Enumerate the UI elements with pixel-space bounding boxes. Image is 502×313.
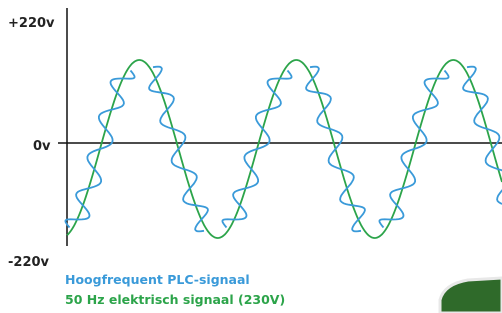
legend-mains: 50 Hz elektrisch signaal (230V) xyxy=(65,292,285,307)
bottom-label: -220v xyxy=(8,255,50,270)
plc-burst xyxy=(222,71,291,228)
zero-label: 0v xyxy=(33,139,51,154)
legend-plc: Hoogfrequent PLC-signaal xyxy=(65,272,250,287)
plc-burst xyxy=(65,71,134,228)
waves xyxy=(65,60,502,238)
plc-burst xyxy=(149,67,208,232)
diagram: +220v 0v -220v Hoogfrequent PLC-signaal … xyxy=(0,0,502,313)
plc-burst xyxy=(379,71,448,228)
logo-corner xyxy=(440,278,502,313)
plc-burst xyxy=(463,67,502,232)
plc-burst xyxy=(306,67,365,232)
mains-wave xyxy=(67,60,502,238)
top-label: +220v xyxy=(8,16,55,31)
